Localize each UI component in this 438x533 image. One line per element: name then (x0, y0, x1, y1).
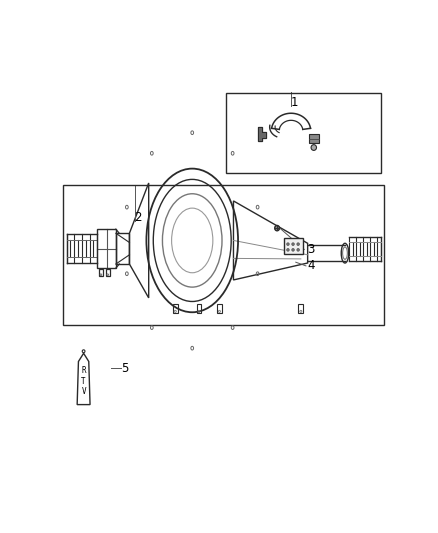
Text: 3: 3 (307, 243, 315, 256)
Ellipse shape (287, 243, 289, 245)
Bar (309, 134, 318, 143)
Bar (217, 304, 222, 313)
Text: 4: 4 (307, 260, 315, 272)
Ellipse shape (311, 144, 317, 150)
Bar (298, 304, 303, 313)
Ellipse shape (297, 248, 299, 251)
Ellipse shape (275, 225, 279, 231)
Polygon shape (258, 127, 266, 141)
Text: 1: 1 (291, 96, 298, 109)
Bar (226, 93, 381, 173)
Text: 2: 2 (134, 212, 142, 224)
Bar (116, 233, 130, 264)
Ellipse shape (292, 248, 294, 251)
Bar (284, 238, 303, 254)
Polygon shape (77, 353, 90, 405)
Bar (106, 269, 110, 276)
Text: 5: 5 (121, 362, 128, 375)
Ellipse shape (297, 243, 299, 245)
Bar (97, 229, 116, 268)
Text: R
T
V: R T V (81, 366, 86, 396)
Ellipse shape (287, 248, 289, 251)
Ellipse shape (82, 350, 85, 353)
Bar (173, 304, 178, 313)
Ellipse shape (292, 243, 294, 245)
Bar (63, 185, 384, 325)
Bar (197, 304, 201, 313)
Bar (99, 269, 103, 276)
